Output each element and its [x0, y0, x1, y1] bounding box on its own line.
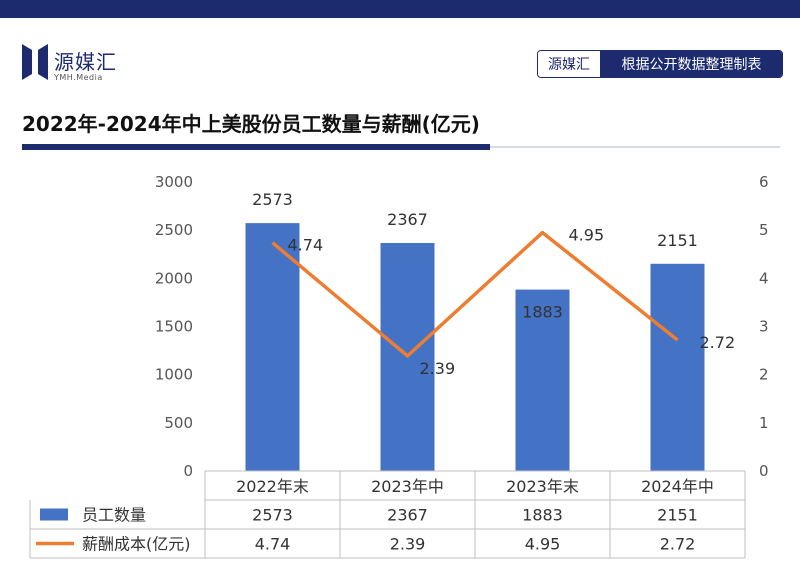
top-banner [0, 0, 800, 18]
bar-data-label: 2151 [657, 231, 698, 250]
salary-line [271, 230, 679, 358]
source-tag: 源媒汇 [538, 51, 601, 77]
table-cell: 2573 [252, 506, 293, 525]
logo-mark-icon [22, 44, 48, 80]
x-tick-label: 2022年末 [236, 477, 309, 496]
logo-text: 源媒汇 [54, 50, 117, 74]
y-right-tick-label: 5 [759, 221, 769, 239]
x-tick-label: 2023年中 [371, 477, 444, 496]
table-cell: 2367 [387, 506, 428, 525]
line-data-label: 4.74 [288, 236, 324, 255]
y-left-tick-label: 3000 [155, 173, 193, 191]
bar [650, 263, 705, 471]
table-cell: 2.39 [390, 535, 426, 554]
source-note: 根据公开数据整理制表 [601, 51, 782, 77]
line-data-label: 4.95 [569, 226, 605, 245]
chart-title: 2022年-2024年中上美股份员工数量与薪酬(亿元) [22, 112, 480, 136]
table-cell: 4.95 [525, 535, 561, 554]
bar [515, 289, 570, 471]
y-left-tick-label: 1000 [155, 366, 193, 384]
logo-subtext: YMH.Media [54, 73, 103, 82]
legend-swatch-bar [40, 508, 68, 521]
chart-area: 0 500 1000 1500 2000 2500 3000 0 1 2 3 4 5 6 2573 2367 1… [29, 173, 769, 559]
y-right-tick-label: 1 [759, 414, 769, 432]
title-underline-accent [22, 144, 490, 150]
line-data-label: 2.39 [420, 359, 456, 378]
table-cell: 4.74 [255, 535, 291, 554]
line-data-label: 2.72 [700, 333, 736, 352]
y-right-tick-label: 0 [759, 462, 769, 480]
bar-data-label: 2573 [252, 190, 293, 209]
y-left-tick-label: 1500 [155, 318, 193, 336]
y-right-tick-label: 6 [759, 173, 769, 191]
y-right-tick-label: 4 [759, 269, 769, 287]
bar [245, 223, 300, 471]
y-left-tick-label: 2000 [155, 269, 193, 287]
legend-entry: 薪酬成本(亿元) [82, 535, 191, 554]
legend-entry: 员工数量 [82, 506, 146, 525]
brand-logo: 源媒汇 YMH.Media [22, 44, 152, 84]
y-left-tick-label: 0 [183, 462, 193, 480]
source-badge: 源媒汇 根据公开数据整理制表 [537, 50, 783, 78]
y-left-tick-label: 2500 [155, 221, 193, 239]
bar-data-label: 2367 [387, 210, 428, 229]
table-cell: 2.72 [660, 535, 696, 554]
y-left-tick-label: 500 [164, 414, 193, 432]
bar-data-label: 1883 [522, 303, 563, 322]
table-cell: 1883 [522, 506, 563, 525]
x-tick-label: 2024年中 [641, 477, 714, 496]
table-cell: 2151 [657, 506, 698, 525]
y-right-tick-label: 3 [759, 318, 769, 336]
x-tick-label: 2023年末 [506, 477, 579, 496]
y-right-tick-label: 2 [759, 366, 769, 384]
